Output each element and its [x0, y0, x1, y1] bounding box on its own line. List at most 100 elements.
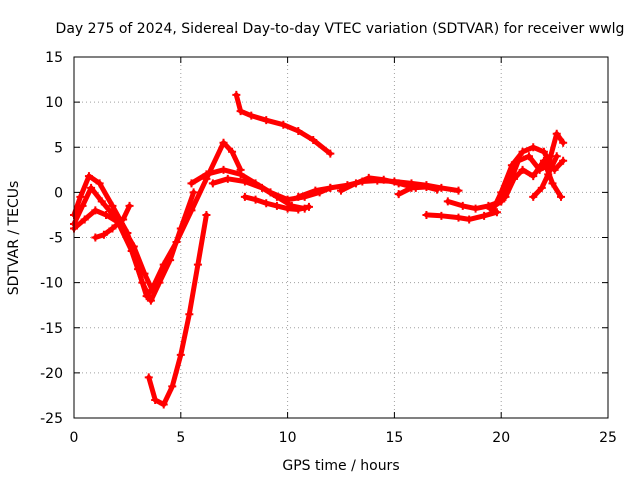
data-point-sat-m: [454, 213, 463, 222]
data-point-sat-g: [272, 201, 281, 210]
chart-title: Day 275 of 2024, Sidereal Day-to-day VTE…: [56, 21, 625, 37]
y-tick-label: -20: [40, 366, 63, 382]
data-point-sat-b: [138, 278, 147, 287]
data-point-sat-i: [309, 136, 318, 145]
data-point-sat-e: [187, 179, 196, 188]
series-line-sat-b: [71, 185, 197, 304]
data-point-sat-q: [557, 192, 566, 201]
data-point-sat-l: [433, 185, 442, 194]
y-tick-label: 10: [45, 95, 63, 111]
data-point-sat-l: [422, 182, 431, 191]
data-point-sat-b: [166, 256, 175, 265]
data-point-sat-c: [129, 242, 138, 251]
data-point-sat-j: [294, 192, 303, 201]
data-point-sat-k: [394, 179, 403, 188]
y-tick-label: -10: [40, 276, 63, 292]
data-point-sat-n: [458, 201, 467, 210]
data-point-sat-j: [326, 183, 335, 192]
data-point-sat-c: [140, 269, 149, 278]
data-point-sat-k: [337, 186, 345, 195]
data-point-sat-b: [155, 278, 164, 287]
y-tick-label: -25: [40, 411, 63, 427]
data-point-sat-q: [501, 192, 510, 201]
series-line-sat-l: [396, 184, 440, 197]
data-point-sat-f: [208, 179, 217, 188]
data-point-sat-a: [76, 192, 85, 201]
data-point-sat-a: [219, 138, 228, 147]
data-point-sat-n: [443, 197, 452, 206]
data-point-sat-i: [279, 120, 288, 129]
data-point-sat-g: [262, 199, 271, 208]
x-tick-label: 10: [279, 430, 297, 446]
data-point-sat-p: [539, 147, 548, 156]
data-point-sat-h: [168, 382, 177, 391]
data-point-sat-g: [251, 195, 260, 204]
data-point-sat-m: [437, 211, 446, 220]
data-point-sat-q: [529, 172, 538, 181]
data-point-sat-b: [189, 188, 198, 197]
data-point-sat-o: [559, 138, 568, 147]
data-point-sat-p: [488, 206, 497, 215]
data-point-sat-r: [537, 183, 546, 192]
data-point-sat-q: [510, 174, 519, 183]
x-tick-label: 0: [70, 430, 79, 446]
y-tick-label: -15: [40, 321, 63, 337]
data-point-sat-e: [219, 165, 228, 174]
data-point-sat-k: [379, 175, 388, 184]
data-point-sat-g: [304, 202, 313, 211]
data-point-sat-h: [193, 260, 202, 269]
data-point-sat-o: [552, 129, 561, 138]
series-line-sat-c: [71, 207, 156, 295]
x-tick-label: 5: [176, 430, 185, 446]
data-point-sat-a: [228, 147, 237, 156]
data-point-sat-r: [529, 192, 538, 201]
data-point-sat-i: [236, 107, 245, 116]
data-point-sat-b: [87, 183, 96, 192]
data-point-sat-d: [119, 215, 128, 224]
data-point-sat-d: [108, 224, 117, 233]
data-point-sat-c: [102, 210, 111, 219]
data-point-sat-e: [236, 170, 245, 179]
data-point-sat-l: [394, 190, 403, 199]
data-point-sat-j: [454, 186, 463, 195]
data-point-sat-p: [529, 143, 538, 152]
x-tick-label: 20: [492, 430, 510, 446]
data-point-sat-d: [91, 233, 100, 242]
y-tick-label: -5: [49, 231, 63, 247]
data-point-sat-h: [185, 310, 194, 319]
data-point-sat-h: [151, 395, 160, 404]
data-point-sat-c: [91, 206, 100, 215]
data-point-sat-b: [97, 197, 106, 206]
data-point-sat-f: [257, 183, 266, 192]
data-point-sat-r: [552, 152, 561, 161]
data-point-sat-h: [144, 373, 153, 382]
data-point-sat-p: [518, 147, 527, 156]
data-point-sat-m: [422, 210, 431, 219]
data-point-sat-o: [524, 152, 533, 161]
data-point-sat-a: [108, 201, 117, 210]
data-point-sat-i: [232, 90, 241, 99]
data-point-sat-c: [149, 287, 158, 296]
data-point-sat-m: [480, 211, 489, 220]
data-point-sat-i: [326, 149, 335, 158]
y-tick-label: 15: [45, 50, 63, 66]
x-tick-label: 25: [599, 430, 617, 446]
data-point-sat-e: [202, 170, 211, 179]
data-point-sat-l: [407, 183, 416, 192]
data-point-sat-q: [539, 156, 548, 165]
data-point-sat-r: [544, 170, 553, 179]
series-layer: [70, 90, 568, 409]
data-point-sat-g: [294, 205, 303, 214]
data-point-sat-q: [518, 165, 527, 174]
data-point-sat-k: [364, 173, 373, 182]
y-axis-label: SDTVAR / TECUs: [6, 181, 22, 296]
data-point-sat-f: [223, 174, 232, 183]
data-point-sat-j: [311, 186, 320, 195]
data-point-sat-h: [176, 350, 185, 359]
data-point-sat-n: [471, 204, 480, 213]
data-point-sat-p: [507, 161, 516, 170]
data-point-sat-b: [78, 201, 87, 210]
data-point-sat-b: [176, 224, 185, 233]
data-point-sat-d: [99, 230, 108, 239]
